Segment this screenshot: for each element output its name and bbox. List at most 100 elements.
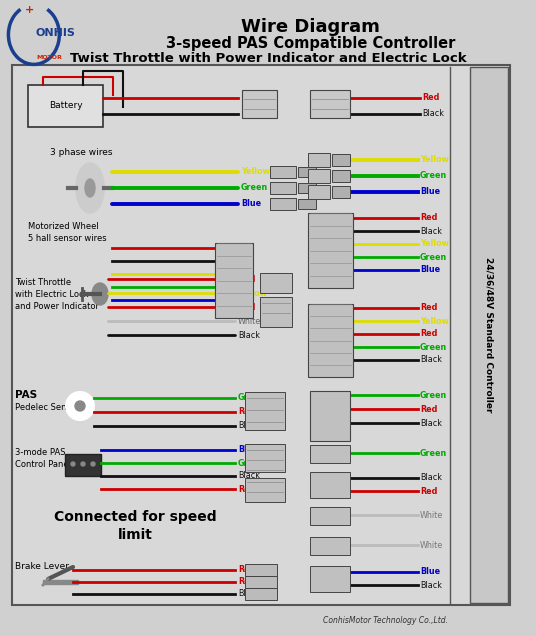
Bar	[260, 273, 292, 293]
Text: Black: Black	[241, 109, 263, 118]
Text: MOTOR: MOTOR	[36, 55, 62, 60]
Text: Yellow: Yellow	[241, 167, 270, 177]
Text: Yellow: Yellow	[420, 317, 449, 326]
Bar	[310, 566, 350, 592]
Bar	[270, 166, 296, 178]
Text: Black: Black	[238, 590, 260, 598]
Text: Pedelec Sensor: Pedelec Sensor	[15, 403, 79, 412]
Text: Green: Green	[241, 184, 268, 193]
Text: Twist Throttle with Power Indicator and Electric Lock: Twist Throttle with Power Indicator and …	[70, 52, 466, 65]
Text: Green: Green	[420, 172, 447, 181]
Text: 5 hall sensor wires: 5 hall sensor wires	[28, 234, 107, 243]
Circle shape	[81, 462, 85, 466]
Bar	[245, 444, 285, 472]
Text: Motorized Wheel: Motorized Wheel	[28, 222, 99, 231]
Text: Green: Green	[420, 391, 447, 399]
Bar	[332, 154, 350, 166]
Bar	[470, 67, 508, 603]
Bar	[245, 588, 277, 600]
Text: ConhisMotor Technology Co.,Ltd.: ConhisMotor Technology Co.,Ltd.	[323, 616, 449, 625]
Text: Red: Red	[238, 565, 255, 574]
Ellipse shape	[85, 179, 95, 197]
Text: Green: Green	[420, 343, 447, 352]
Bar	[28, 85, 103, 127]
Text: Red: Red	[422, 93, 440, 102]
Text: ONHIS: ONHIS	[36, 27, 76, 38]
Text: Red: Red	[238, 577, 255, 586]
Text: Blue: Blue	[420, 188, 440, 197]
Circle shape	[91, 462, 95, 466]
Text: Yellow: Yellow	[420, 155, 449, 165]
Text: White: White	[420, 511, 443, 520]
Text: Blue: Blue	[241, 200, 261, 209]
Ellipse shape	[76, 163, 104, 213]
Text: Red: Red	[241, 93, 258, 102]
Text: 24/36/48V Standard Controller: 24/36/48V Standard Controller	[485, 257, 494, 413]
Bar	[310, 507, 350, 525]
Bar	[215, 243, 253, 318]
Bar	[245, 576, 277, 588]
Text: Red: Red	[238, 303, 255, 312]
Circle shape	[66, 392, 94, 420]
Text: Control Panel: Control Panel	[15, 460, 71, 469]
Bar	[270, 182, 296, 194]
Text: Red: Red	[420, 487, 437, 495]
Text: Blue: Blue	[420, 567, 440, 576]
Text: +: +	[25, 5, 34, 15]
Text: Green: Green	[420, 252, 447, 261]
Text: Twist Throttle: Twist Throttle	[15, 278, 71, 287]
Bar	[310, 445, 350, 463]
Text: and Power Indicator: and Power Indicator	[15, 302, 99, 311]
Text: 3 phase wires: 3 phase wires	[50, 148, 113, 157]
Ellipse shape	[92, 283, 108, 305]
Bar	[310, 391, 350, 441]
Text: White: White	[238, 317, 261, 326]
Text: Red: Red	[420, 214, 437, 223]
Bar	[12, 65, 510, 605]
Circle shape	[75, 401, 85, 411]
Bar	[298, 167, 316, 177]
Bar	[270, 198, 296, 210]
Text: Black: Black	[238, 422, 260, 431]
Text: Red: Red	[420, 329, 437, 338]
Text: Black: Black	[420, 581, 442, 590]
Bar	[332, 170, 350, 182]
Text: Connected for speed
limit: Connected for speed limit	[54, 510, 217, 543]
Bar	[310, 90, 350, 118]
Circle shape	[71, 462, 75, 466]
Bar	[310, 472, 350, 498]
Text: Yellow: Yellow	[420, 240, 449, 249]
Text: White: White	[420, 541, 443, 550]
Bar	[310, 537, 350, 555]
Text: 3-speed PAS Compatible Controller: 3-speed PAS Compatible Controller	[166, 36, 456, 51]
Bar	[245, 392, 285, 430]
Text: with Electric Lock: with Electric Lock	[15, 290, 88, 299]
Text: Red: Red	[238, 275, 255, 284]
Text: Battery: Battery	[49, 102, 83, 111]
Bar	[308, 169, 330, 183]
Bar	[245, 478, 285, 502]
Text: Black: Black	[420, 418, 442, 427]
Text: Yellow: Yellow	[238, 289, 267, 298]
Text: 3-mode PAS: 3-mode PAS	[15, 448, 65, 457]
Bar	[65, 454, 101, 476]
Text: Red: Red	[420, 303, 437, 312]
Text: Black: Black	[420, 226, 442, 235]
Text: Green: Green	[238, 459, 265, 467]
Text: Red: Red	[238, 485, 255, 494]
Text: Blue: Blue	[238, 445, 258, 455]
Text: Black: Black	[238, 331, 260, 340]
Bar	[245, 564, 277, 576]
Text: Black: Black	[422, 109, 444, 118]
Bar	[308, 304, 353, 377]
Text: Red: Red	[420, 404, 437, 413]
Text: Green: Green	[238, 394, 265, 403]
Text: Green: Green	[420, 448, 447, 457]
Text: Wire Diagram: Wire Diagram	[241, 18, 381, 36]
Text: Black: Black	[238, 471, 260, 481]
Text: Brake Lever: Brake Lever	[15, 562, 69, 571]
Bar	[298, 199, 316, 209]
Text: Blue: Blue	[420, 265, 440, 275]
Bar	[242, 90, 277, 118]
FancyArrow shape	[43, 580, 78, 584]
